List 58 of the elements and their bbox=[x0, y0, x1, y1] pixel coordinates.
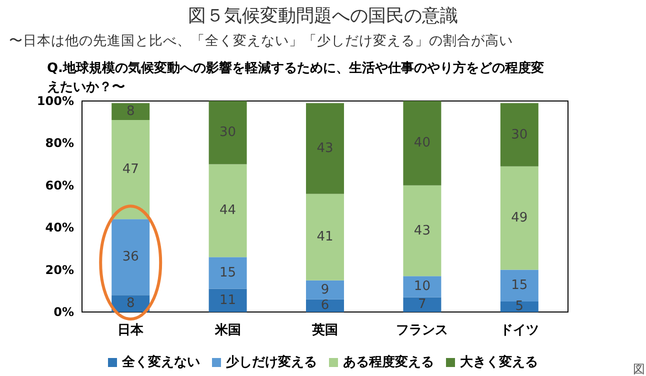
x-tick-label: フランス bbox=[396, 323, 448, 338]
bar bbox=[112, 120, 150, 220]
data-label: 7 bbox=[418, 297, 426, 312]
legend-label: 少しだけ変える bbox=[225, 354, 317, 370]
bar bbox=[403, 276, 442, 298]
data-label: 40 bbox=[414, 136, 430, 151]
bar bbox=[403, 185, 442, 276]
bar bbox=[403, 101, 442, 186]
data-label: 30 bbox=[511, 127, 528, 142]
data-label: 44 bbox=[220, 203, 236, 218]
text: Q.地球規模の気候変動への影響を軽減するために、生活や仕事のやり方をどの程度変えたいか？〜 bbox=[47, 60, 544, 95]
y-tick-label: 100% bbox=[36, 94, 74, 108]
text: 図 bbox=[633, 362, 645, 376]
y-tick-label: 80% bbox=[45, 136, 74, 150]
bar bbox=[306, 280, 344, 300]
bar bbox=[403, 297, 442, 312]
bar bbox=[306, 194, 344, 280]
bar bbox=[208, 101, 247, 164]
data-label: 47 bbox=[122, 162, 139, 178]
bar bbox=[500, 103, 538, 166]
x-tick-label: 日本 bbox=[118, 323, 145, 338]
y-tick-label: 60% bbox=[45, 178, 74, 192]
data-label: 41 bbox=[316, 230, 334, 245]
bar bbox=[500, 166, 538, 270]
data-label: 15 bbox=[511, 278, 528, 294]
data-label: 8 bbox=[126, 296, 135, 312]
data-label: 43 bbox=[316, 140, 334, 156]
chart-title: 図５気候変動問題への国民の意識 bbox=[188, 6, 458, 26]
data-label: 36 bbox=[122, 250, 139, 265]
x-tick-label: ドイツ bbox=[500, 323, 539, 338]
data-label: 30 bbox=[220, 125, 236, 140]
data-label: 49 bbox=[511, 210, 528, 226]
data-label: 43 bbox=[414, 223, 430, 238]
bar bbox=[500, 301, 538, 312]
legend-label: ある程度変える bbox=[343, 354, 434, 370]
bar bbox=[208, 257, 247, 289]
bar bbox=[208, 164, 247, 258]
data-label: 5 bbox=[515, 299, 524, 314]
bar bbox=[112, 103, 150, 120]
y-tick-label: 40% bbox=[45, 220, 74, 235]
y-tick-label: 20% bbox=[45, 262, 74, 277]
y-tick-label: 0% bbox=[54, 305, 74, 319]
data-label: 8 bbox=[126, 104, 135, 120]
data-label: 10 bbox=[414, 279, 430, 294]
x-tick-label: 米国 bbox=[214, 323, 241, 338]
legend-label: 大きく変える bbox=[460, 354, 538, 370]
data-label: 6 bbox=[320, 298, 330, 314]
bar bbox=[306, 299, 344, 312]
chart-subtitle: 〜日本は他の先進国と比べ、「全く変えない」「少しだけ変える」の割合が高い bbox=[9, 33, 513, 49]
data-label: 11 bbox=[220, 292, 236, 308]
bar bbox=[112, 219, 150, 296]
bar bbox=[500, 270, 538, 302]
x-tick-label: 英国 bbox=[311, 323, 338, 338]
data-label: 9 bbox=[320, 282, 330, 298]
data-label: 15 bbox=[220, 265, 236, 280]
bar bbox=[306, 103, 344, 194]
bar bbox=[208, 288, 247, 312]
legend-label: 全く変えない bbox=[121, 354, 200, 370]
